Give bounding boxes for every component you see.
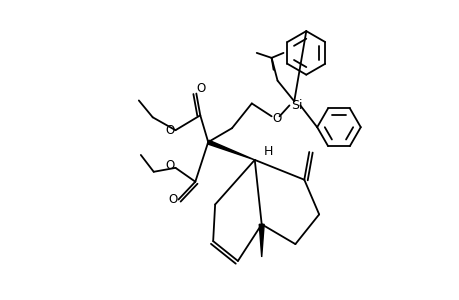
Text: O: O — [165, 124, 174, 137]
Text: O: O — [168, 193, 177, 206]
Text: O: O — [196, 82, 206, 95]
Polygon shape — [259, 224, 263, 257]
Text: O: O — [165, 159, 174, 172]
Text: H: H — [263, 146, 273, 158]
Polygon shape — [207, 140, 254, 160]
Text: O: O — [271, 112, 280, 125]
Text: Si: Si — [290, 99, 302, 112]
